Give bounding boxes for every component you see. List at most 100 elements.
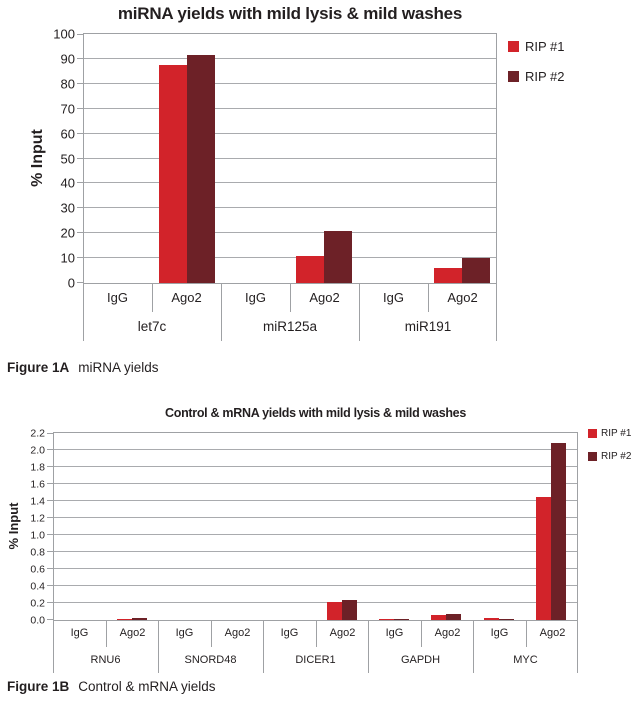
x-subcategory-label: Ago2 bbox=[539, 627, 566, 639]
figure-caption-a: Figure 1A miRNA yields bbox=[7, 360, 159, 375]
x-group-label: SNORD48 bbox=[184, 654, 237, 666]
legend-swatch-icon bbox=[508, 71, 519, 82]
chart-a-plot-area: 0 10 20 30 40 50 60 70 80 90 100 bbox=[53, 28, 497, 290]
y-axis-tick-label: 20 bbox=[60, 225, 75, 241]
x-subcategory-label: Ago2 bbox=[224, 627, 251, 639]
bar-rip-#1-GAPDH-IgG bbox=[379, 619, 394, 620]
x-axis-divider bbox=[316, 620, 317, 647]
gridline bbox=[84, 257, 496, 259]
bar-rip-#2-miR191-Ago2 bbox=[462, 258, 490, 283]
y-axis-tick-label: 70 bbox=[60, 101, 75, 117]
y-axis-tick-label: 0 bbox=[67, 275, 75, 291]
bar-rip-#2-DICER1-Ago2 bbox=[342, 600, 357, 620]
x-subcategory-label: IgG bbox=[70, 627, 89, 639]
figure-caption-b: Figure 1B Control & mRNA yields bbox=[7, 679, 216, 694]
y-axis-tick-label: 1.8 bbox=[30, 460, 45, 473]
x-axis-divider bbox=[106, 620, 107, 647]
y-axis-tick-label: 1.0 bbox=[30, 528, 45, 541]
x-subcategory-label: IgG bbox=[245, 290, 266, 305]
y-axis-tick-label: 0.8 bbox=[30, 545, 45, 558]
figure-caption-a-label: Figure 1A bbox=[7, 360, 70, 375]
y-axis-tick-mark bbox=[47, 585, 53, 586]
bar-rip-#1-GAPDH-Ago2 bbox=[431, 615, 446, 620]
chart-a-x-axis: IgG Ago2 let7c IgG Ago2 miR125a IgG Ago2 miR191 bbox=[83, 283, 497, 341]
x-axis-divider bbox=[368, 620, 369, 673]
y-axis-tick-label: 40 bbox=[60, 175, 75, 191]
gridline bbox=[54, 602, 577, 603]
x-group-label: RNU6 bbox=[90, 654, 121, 666]
chart-b-legend: RIP #1 RIP #2 bbox=[588, 428, 635, 478]
chart-a-legend: RIP #1 RIP #2 bbox=[508, 39, 628, 109]
x-subcategory-label: Ago2 bbox=[329, 627, 356, 639]
y-axis-tick-label: 0.0 bbox=[30, 613, 45, 626]
x-subcategory-label: IgG bbox=[107, 290, 128, 305]
x-axis-divider bbox=[421, 620, 422, 647]
y-axis-tick-label: 1.4 bbox=[30, 494, 45, 507]
x-group-label: GAPDH bbox=[400, 654, 441, 666]
x-subcategory-label: IgG bbox=[385, 627, 404, 639]
x-axis-divider bbox=[526, 620, 527, 647]
y-axis-tick-label: 1.2 bbox=[30, 511, 45, 524]
legend-item: RIP #1 bbox=[588, 428, 631, 439]
y-axis-tick-label: 30 bbox=[60, 200, 75, 216]
x-axis-divider bbox=[152, 283, 153, 312]
figure-caption-a-text: miRNA yields bbox=[78, 360, 159, 375]
y-axis-tick-label: 50 bbox=[60, 151, 75, 166]
gridline bbox=[54, 534, 577, 535]
gridline bbox=[84, 232, 496, 234]
figure-caption-b-text: Control & mRNA yields bbox=[78, 679, 216, 694]
gridline bbox=[54, 517, 577, 518]
x-axis-divider bbox=[359, 283, 360, 341]
x-axis-divider bbox=[496, 283, 497, 341]
chart-b-plot-area: 0.0 0.2 0.4 0.6 0.8 1.0 1.2 1.4 1.6 1.8 2.0 2.2 bbox=[30, 428, 578, 625]
chart-b-y-axis-label: % Input bbox=[6, 502, 21, 550]
x-axis-divider bbox=[158, 620, 159, 673]
bar-rip-#2-miR125a-Ago2 bbox=[324, 231, 352, 283]
y-axis-tick-mark bbox=[77, 107, 83, 109]
y-axis-tick-mark bbox=[77, 132, 83, 134]
legend-label: RIP #2 bbox=[601, 451, 632, 462]
bar-rip-#1-MYC-Ago2 bbox=[536, 497, 551, 620]
x-group-label: miR125a bbox=[262, 319, 318, 334]
x-subcategory-label: IgG bbox=[280, 627, 299, 639]
gridline bbox=[54, 500, 577, 501]
y-axis-tick-mark bbox=[77, 57, 83, 59]
bar-rip-#1-DICER1-Ago2 bbox=[327, 602, 342, 620]
bar-rip-#1-RNU6-Ago2 bbox=[117, 619, 132, 620]
bar-rip-#2-RNU6-Ago2 bbox=[132, 618, 147, 620]
gridline bbox=[54, 585, 577, 586]
bar-rip-#1-miR191-Ago2 bbox=[434, 268, 462, 283]
x-axis-divider bbox=[211, 620, 212, 647]
x-axis-divider bbox=[221, 283, 222, 341]
legend-swatch-icon bbox=[588, 429, 597, 438]
gridline bbox=[84, 107, 496, 109]
y-axis-tick-mark bbox=[47, 433, 53, 434]
y-axis-tick-mark bbox=[77, 232, 83, 234]
y-axis-tick-label: 0.2 bbox=[30, 596, 45, 609]
legend-swatch-icon bbox=[508, 41, 519, 52]
x-subcategory-label: Ago2 bbox=[309, 290, 340, 305]
y-axis-tick-label: 2.0 bbox=[30, 443, 45, 456]
bar-rip-#2-GAPDH-Ago2 bbox=[446, 614, 461, 620]
x-subcategory-label: Ago2 bbox=[447, 290, 478, 305]
gridline bbox=[54, 568, 577, 569]
bar-rip-#2-GAPDH-IgG bbox=[394, 619, 409, 620]
y-axis-tick-label: 90 bbox=[60, 51, 75, 67]
bar-rip-#1-let7c-Ago2 bbox=[159, 65, 187, 283]
y-axis-tick-mark bbox=[47, 534, 53, 535]
gridline bbox=[54, 449, 577, 450]
y-axis-tick-label: 1.6 bbox=[30, 477, 45, 490]
x-group-label: DICER1 bbox=[295, 654, 336, 666]
y-axis-tick-mark bbox=[47, 466, 53, 467]
y-axis-tick-label: 80 bbox=[60, 76, 75, 92]
x-subcategory-label: Ago2 bbox=[171, 290, 202, 305]
gridline bbox=[84, 57, 496, 59]
y-axis-tick-mark bbox=[47, 619, 53, 620]
x-axis-divider bbox=[53, 620, 54, 673]
bar-rip-#1-miR125a-Ago2 bbox=[296, 256, 324, 283]
y-axis-tick-mark bbox=[77, 182, 83, 184]
x-subcategory-label: Ago2 bbox=[119, 627, 146, 639]
x-subcategory-label: IgG bbox=[383, 290, 404, 305]
chart-b-x-axis: IgG Ago2 RNU6 IgG Ago2 SNORD48 IgG Ago2 DICER1 Ig… bbox=[53, 620, 578, 673]
